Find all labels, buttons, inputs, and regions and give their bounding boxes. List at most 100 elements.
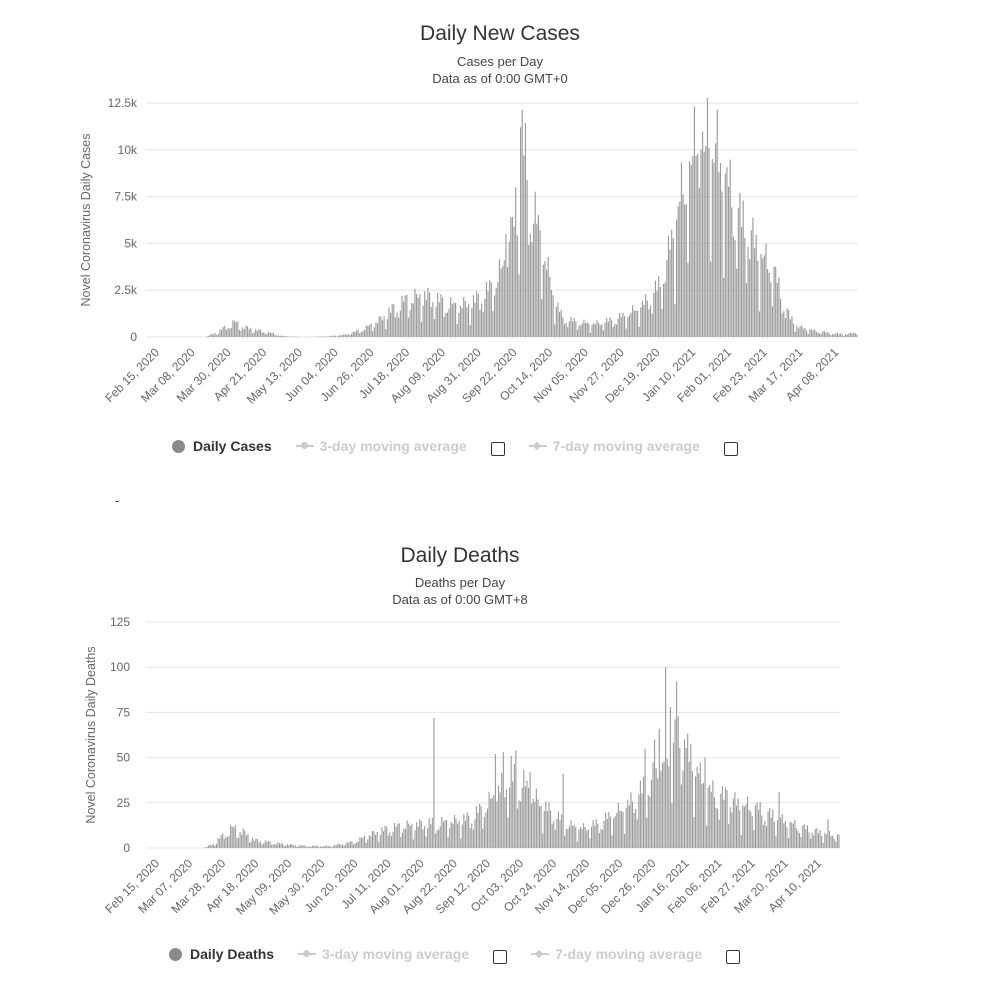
data-bar [757,260,759,337]
data-bar [461,308,463,337]
data-bar [264,840,266,848]
data-bar [240,330,242,337]
data-bar [420,821,422,848]
data-bar [835,842,837,848]
legend-item-3-day-average[interactable]: 3-day moving average [319,438,467,454]
legend-item-daily-deaths[interactable]: Daily Deaths [190,946,275,962]
data-bar [412,839,414,848]
data-bar [677,716,679,848]
data-bar [557,811,559,848]
data-bar [281,335,283,337]
data-bar [567,828,569,848]
data-bar [705,146,707,337]
data-bar [598,322,600,337]
data-bar [445,313,447,337]
data-bar [555,307,557,337]
legend-marker-icon [172,439,185,453]
data-bar [825,834,827,848]
data-bar [594,825,596,848]
data-bar [550,810,552,848]
data-bar [466,307,468,337]
data-bar [288,845,290,848]
data-bar [685,203,687,337]
data-bar [321,336,323,337]
data-bar [529,234,531,337]
data-bar [759,802,761,848]
chart-title: Daily New Cases [420,22,580,45]
data-bar [399,310,401,337]
data-bar [386,826,388,848]
data-bar [375,834,377,848]
checkbox-7-day-average[interactable] [726,950,741,964]
data-bar [721,191,723,337]
data-bar [578,325,580,337]
data-bar [625,807,627,848]
data-bar [305,846,307,848]
data-bar [495,288,497,337]
data-bar [672,238,674,337]
data-bar [346,334,348,337]
data-bar [347,333,349,337]
data-bar [745,804,747,848]
data-bar [238,330,241,337]
legend-item-daily-cases[interactable]: Daily Cases [193,438,272,454]
legend-item-7-day-average[interactable]: 7-day moving average [552,438,700,454]
data-bar [381,827,383,848]
data-bar [468,303,470,337]
data-bar [531,803,533,848]
data-bar [225,836,227,848]
data-bar [353,844,355,848]
data-bar [438,829,440,848]
data-bar [712,780,714,848]
data-bar [468,815,470,848]
data-bar [778,277,780,337]
data-bar [511,216,514,337]
data-bar [576,841,578,848]
data-bar [749,259,751,337]
data-bar [498,785,500,848]
data-bar [372,331,374,337]
data-bar [706,97,709,337]
data-bar [624,834,626,848]
data-bar [735,805,738,848]
data-bar [679,747,681,848]
data-bar [532,798,534,848]
data-bar [810,838,812,848]
data-bar [748,810,750,848]
data-bar [512,781,514,848]
data-bar [326,336,328,337]
data-bar [589,838,591,848]
data-bar [671,229,673,337]
data-bar [403,301,405,337]
data-bar [564,835,566,848]
data-bar [247,834,249,848]
data-bar [734,240,736,337]
data-bar [775,266,777,337]
data-bar [389,832,391,848]
data-bar [330,847,333,848]
legend-item-7-day-average[interactable]: 7-day moving average [555,946,703,962]
data-bar [206,336,208,337]
data-bar [338,335,340,337]
data-bar [717,808,719,848]
data-bar [737,798,739,848]
legend-line-icon [528,441,547,451]
legend-item-3-day-average[interactable]: 3-day moving average [322,946,470,962]
checkbox-3-day-average[interactable] [493,950,508,964]
data-bar [524,786,526,848]
data-bar [824,832,826,848]
data-bar [323,846,325,848]
checkbox-3-day-average[interactable] [490,442,505,456]
data-bar [534,801,536,848]
data-bar [474,819,476,848]
data-bar [554,324,556,337]
data-bar [587,829,589,848]
checkbox-7-day-average[interactable] [723,442,738,456]
data-bar [822,842,824,848]
data-bar [734,792,736,848]
data-bar [676,681,678,848]
data-bar [299,844,301,848]
data-bar [367,325,369,337]
data-bar [312,845,314,848]
data-bar [689,161,691,337]
